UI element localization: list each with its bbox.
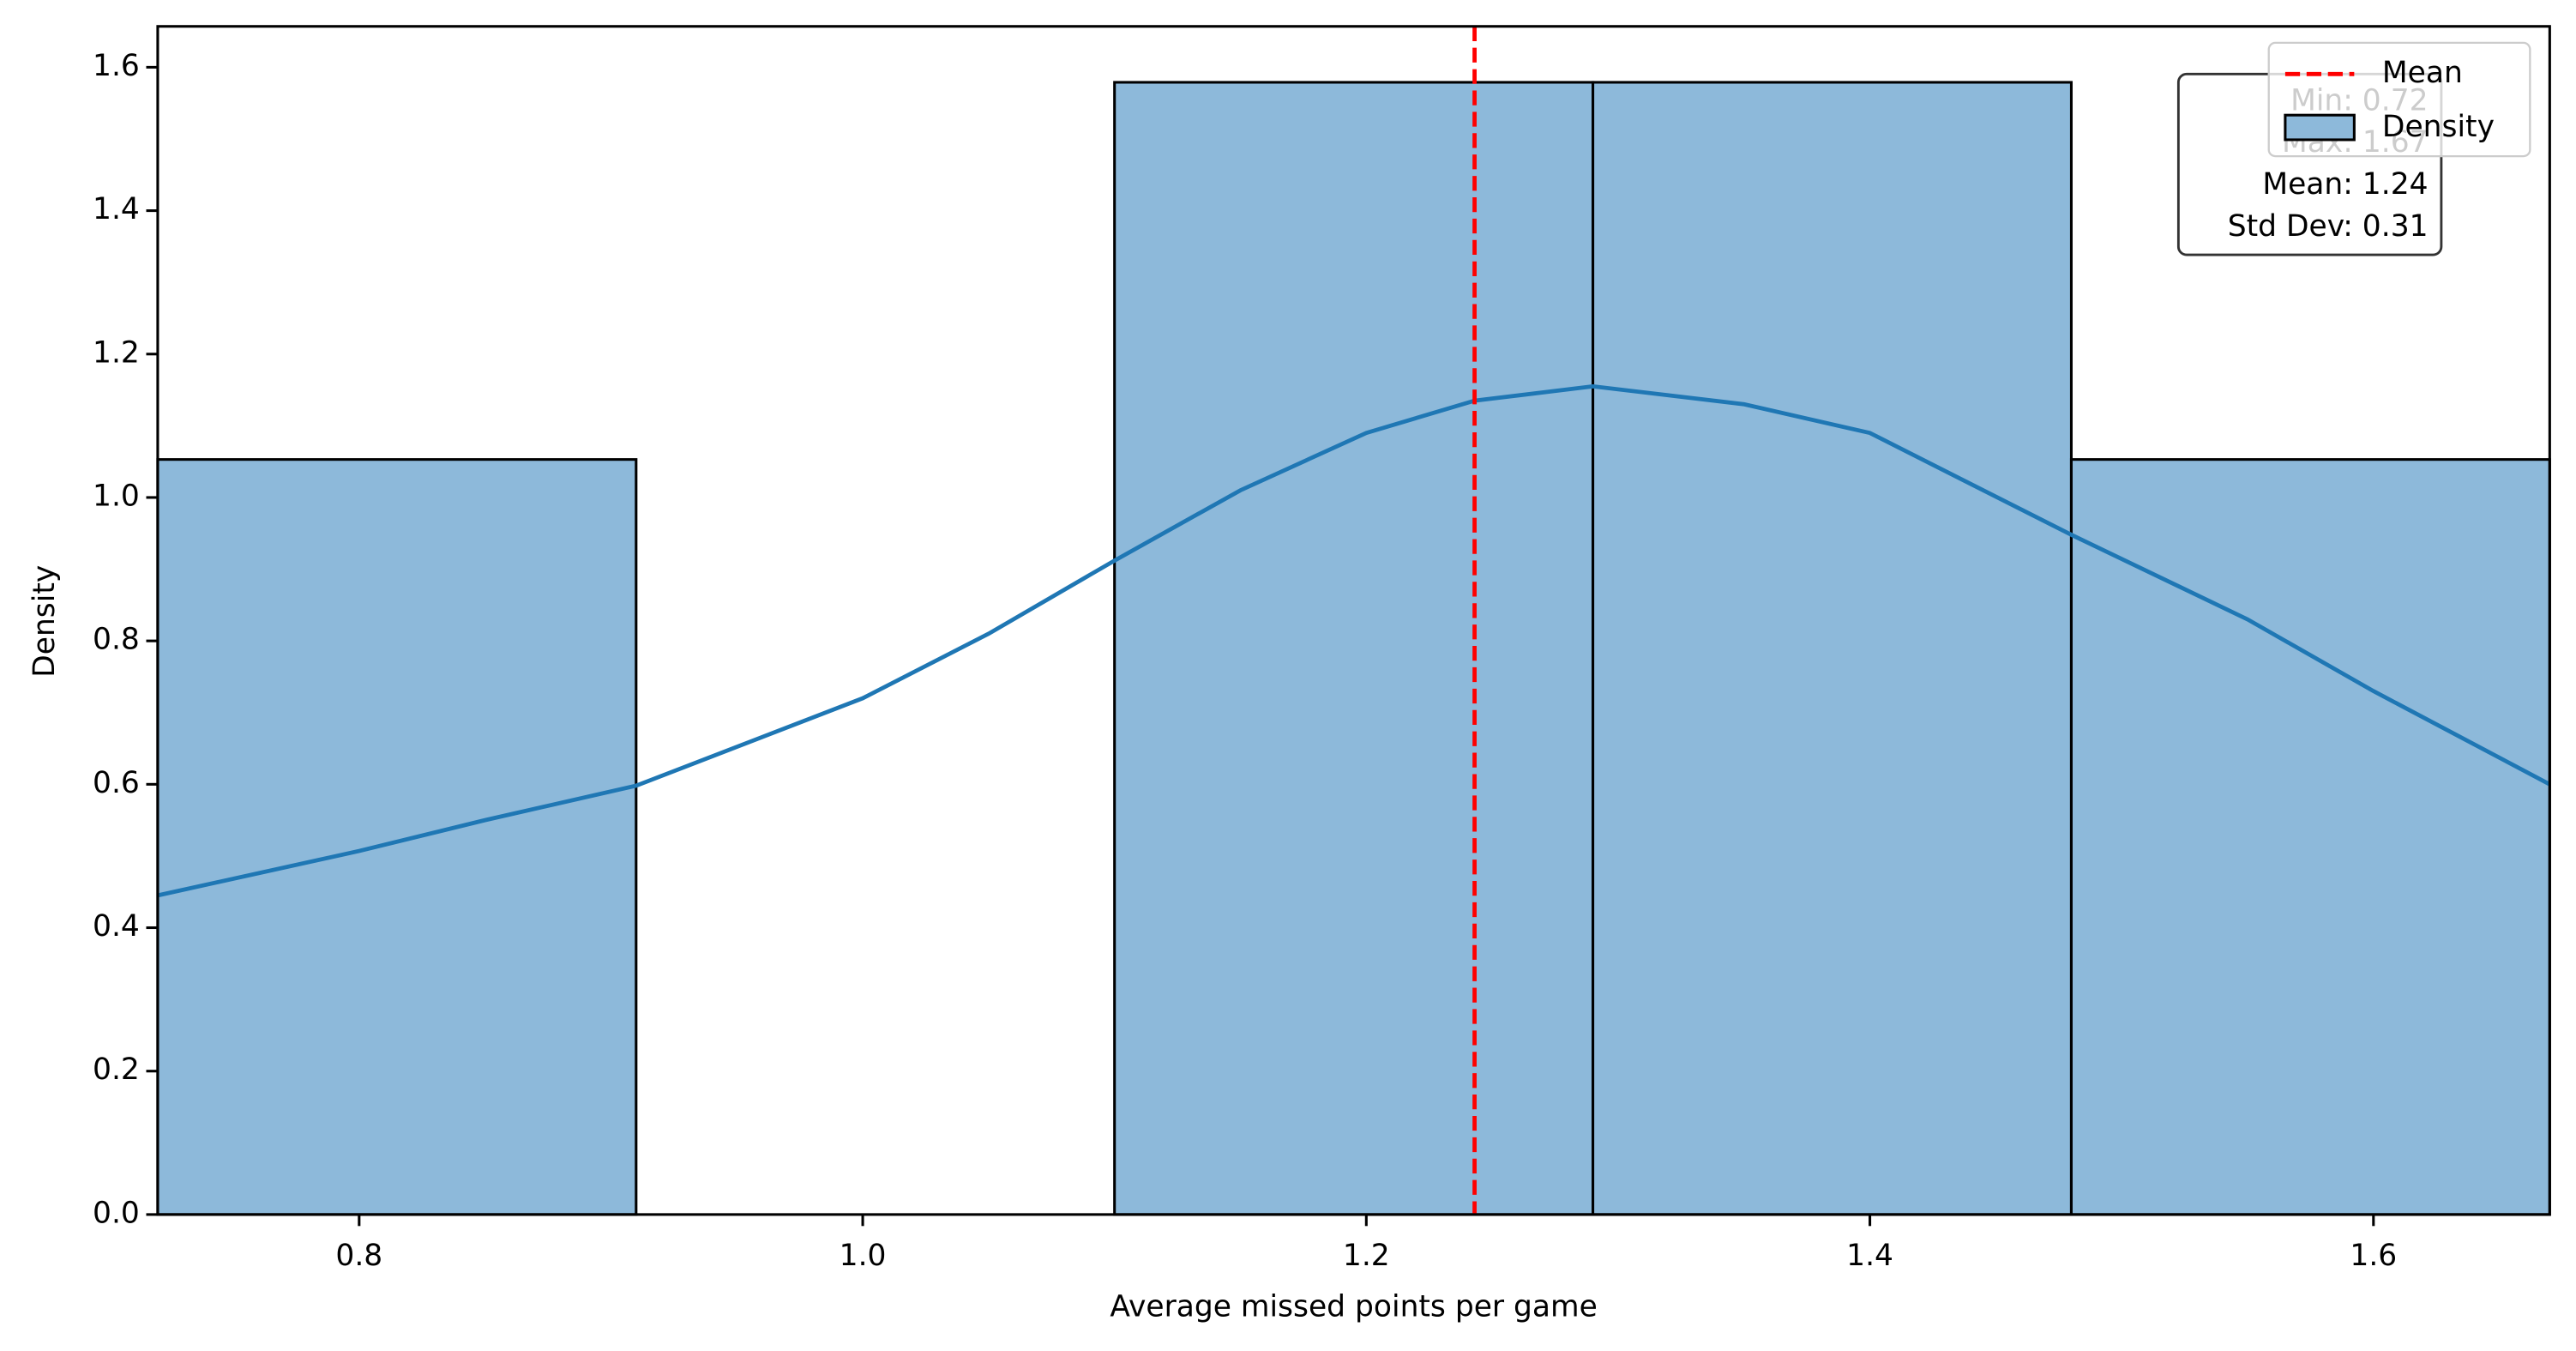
- histogram-bar: [156, 458, 638, 1216]
- histogram-bar: [1113, 81, 1595, 1216]
- kde-line: [157, 383, 2551, 898]
- x-axis-label: Average missed points per game: [1110, 1290, 1597, 1324]
- y-axis-label: Density: [27, 565, 62, 678]
- y-tick-label: 0.2: [93, 1052, 140, 1087]
- axes-frame: [156, 25, 2551, 1216]
- stats-text: Std Dev: 0.31: [2228, 209, 2429, 244]
- x-tick-label: 1.4: [1846, 1239, 1893, 1273]
- y-tick-label: 1.0: [93, 479, 140, 513]
- stats-text: Mean: 1.24: [2262, 167, 2428, 202]
- legend-density-label: Density: [2382, 110, 2495, 144]
- y-tick-label: 1.6: [93, 49, 140, 83]
- y-tick-label: 0.8: [93, 623, 140, 657]
- x-tick-label: 1.6: [2350, 1239, 2397, 1273]
- histogram-bar: [2069, 458, 2551, 1216]
- x-tick-label: 1.0: [840, 1239, 887, 1273]
- y-tick-label: 1.2: [93, 335, 140, 370]
- legend-density-swatch: [2284, 113, 2356, 142]
- y-tick-label: 1.4: [93, 192, 140, 226]
- y-tick-label: 0.4: [93, 909, 140, 944]
- x-tick-label: 1.2: [1343, 1239, 1390, 1273]
- y-tick-label: 0.0: [93, 1196, 140, 1230]
- y-tick-label: 0.6: [93, 766, 140, 800]
- x-tick-label: 0.8: [335, 1239, 382, 1273]
- histogram-bar: [1592, 81, 2073, 1216]
- legend-mean-label: Mean: [2382, 56, 2463, 90]
